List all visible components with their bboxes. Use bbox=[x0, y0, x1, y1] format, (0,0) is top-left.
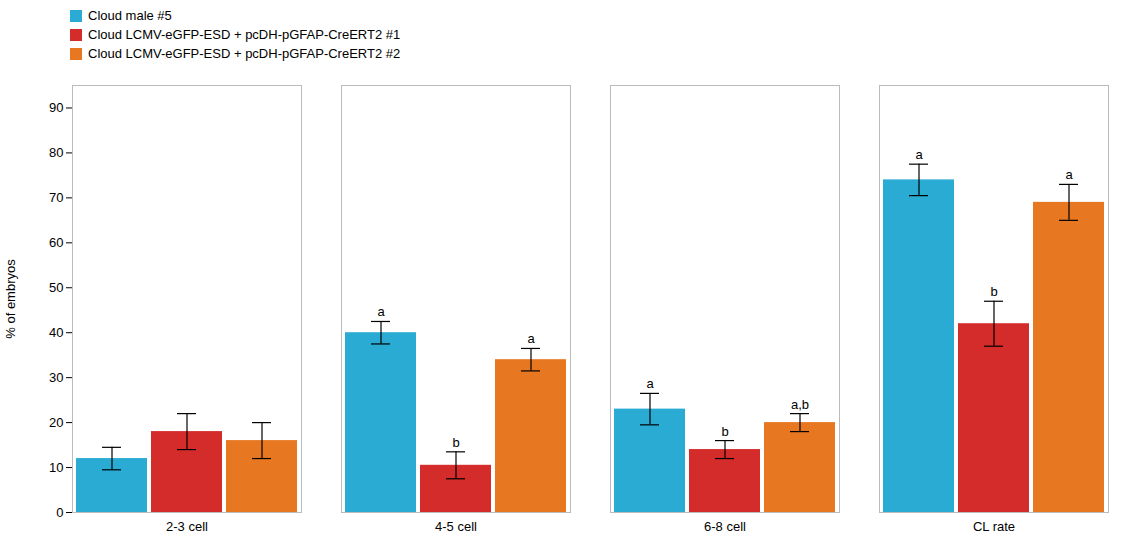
svg-text:b: b bbox=[452, 435, 459, 450]
svg-text:CL rate: CL rate bbox=[973, 519, 1015, 534]
svg-text:a: a bbox=[377, 304, 385, 319]
svg-text:60: 60 bbox=[49, 235, 63, 250]
svg-text:6-8 cell: 6-8 cell bbox=[704, 519, 746, 534]
svg-text:a: a bbox=[915, 147, 923, 162]
html-text:Cloud LCMV-eGFP-ESD + pcDH-pGF: Cloud LCMV-eGFP-ESD + pcDH-pGFAP-CreERT2… bbox=[88, 27, 401, 42]
svg-text:90: 90 bbox=[49, 100, 63, 115]
svg-text:b: b bbox=[721, 424, 728, 439]
svg-text:a: a bbox=[527, 331, 535, 346]
svg-text:0: 0 bbox=[56, 505, 63, 520]
svg-text:a: a bbox=[646, 376, 654, 391]
html-text:Cloud LCMV-eGFP-ESD + pcDH-pGF: Cloud LCMV-eGFP-ESD + pcDH-pGFAP-CreERT2… bbox=[88, 46, 401, 61]
svg-text:4-5 cell: 4-5 cell bbox=[435, 519, 477, 534]
svg-text:80: 80 bbox=[49, 145, 63, 160]
svg-text:20: 20 bbox=[49, 415, 63, 430]
svg-text:10: 10 bbox=[49, 460, 63, 475]
svg-text:40: 40 bbox=[49, 325, 63, 340]
html-text:Cloud male #5: Cloud male #5 bbox=[88, 8, 172, 23]
svg-text:2-3 cell: 2-3 cell bbox=[166, 519, 208, 534]
svg-text:a,b: a,b bbox=[791, 397, 809, 412]
svg-text:% of embryos: % of embryos bbox=[3, 259, 18, 339]
svg-text:50: 50 bbox=[49, 280, 63, 295]
svg-text:30: 30 bbox=[49, 370, 63, 385]
svg-text:a: a bbox=[1065, 167, 1073, 182]
svg-text:70: 70 bbox=[49, 190, 63, 205]
svg-text:b: b bbox=[990, 284, 997, 299]
